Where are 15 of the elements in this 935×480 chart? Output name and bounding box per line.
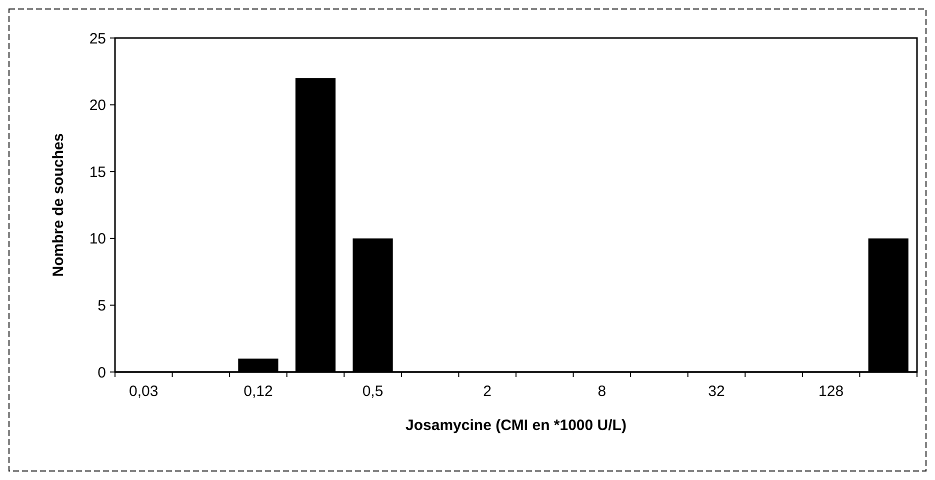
x-tick-label: 0,5 [362,383,384,400]
y-tick-label: 15 [89,164,106,181]
y-tick-label: 20 [89,97,106,114]
y-tick-label: 5 [98,297,106,314]
x-axis-title: Josamycine (CMI en *1000 U/L) [406,417,626,434]
x-tick-label: 0,12 [244,383,273,400]
x-tick-label: 8 [598,383,606,400]
y-tick-label: 0 [98,364,106,382]
x-tick-label: 2 [483,383,492,400]
x-tick-label: 0,03 [129,383,158,400]
y-tick-label: 10 [89,230,106,248]
y-axis-title: Nombre de souches [50,133,67,277]
x-tick-label: 32 [708,383,725,400]
y-tick-label: 25 [89,30,106,48]
x-tick-label: 128 [818,383,844,400]
